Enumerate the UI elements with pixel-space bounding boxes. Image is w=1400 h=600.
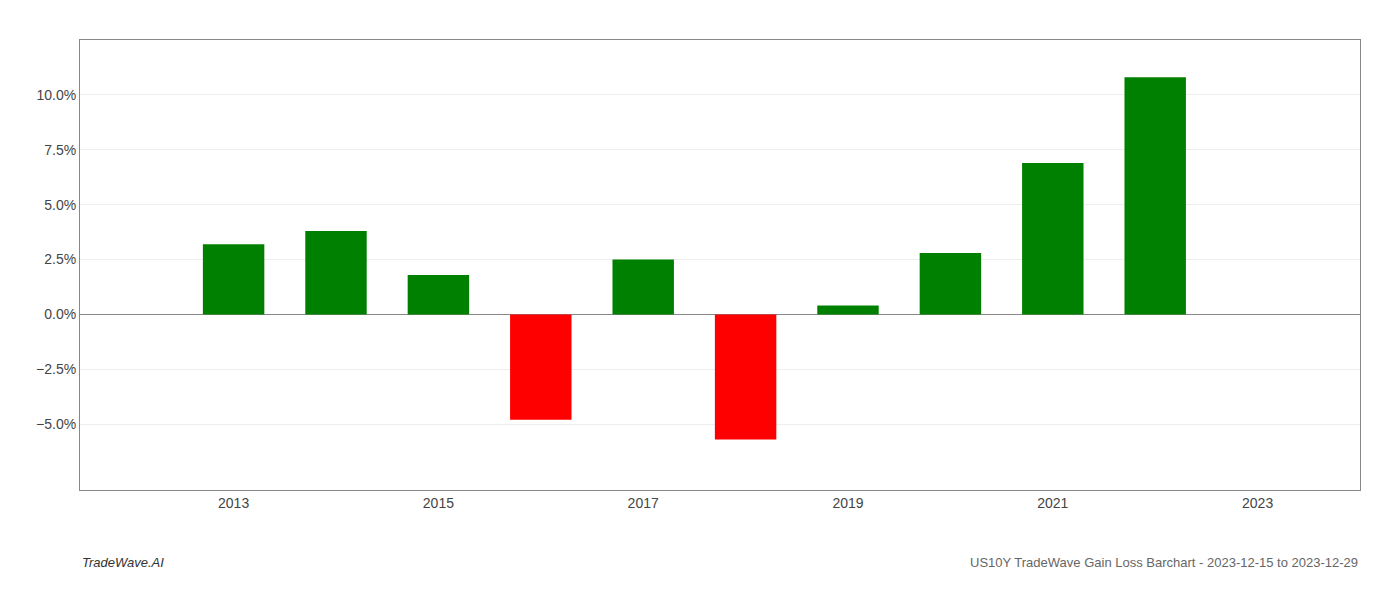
svg-text:7.5%: 7.5% [44,142,76,158]
svg-text:2019: 2019 [832,495,863,511]
svg-text:−2.5%: −2.5% [36,361,76,377]
svg-text:5.0%: 5.0% [44,197,76,213]
svg-text:2013: 2013 [218,495,249,511]
svg-text:2021: 2021 [1037,495,1068,511]
svg-text:2.5%: 2.5% [44,251,76,267]
svg-text:−5.0%: −5.0% [36,416,76,432]
svg-text:2017: 2017 [628,495,659,511]
svg-text:US10Y TradeWave Gain Loss Barc: US10Y TradeWave Gain Loss Barchart - 202… [970,555,1358,570]
svg-text:10.0%: 10.0% [36,87,76,103]
svg-text:2023: 2023 [1242,495,1273,511]
svg-text:0.0%: 0.0% [44,306,76,322]
svg-text:TradeWave.AI: TradeWave.AI [82,555,164,570]
svg-text:2015: 2015 [423,495,454,511]
